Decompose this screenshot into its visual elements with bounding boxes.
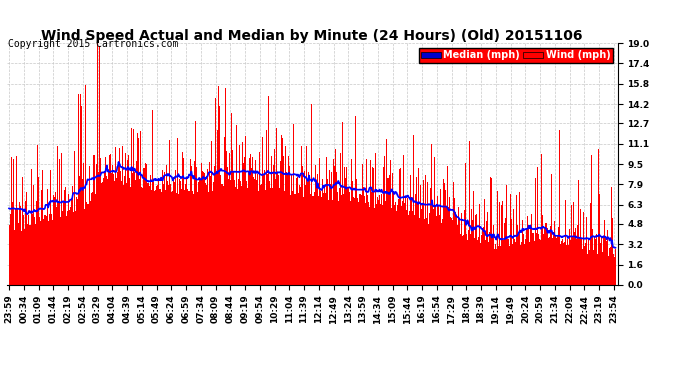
Title: Wind Speed Actual and Median by Minute (24 Hours) (Old) 20151106: Wind Speed Actual and Median by Minute (… — [41, 29, 583, 43]
Legend: Median (mph), Wind (mph): Median (mph), Wind (mph) — [419, 48, 613, 63]
Text: Copyright 2015 Cartronics.com: Copyright 2015 Cartronics.com — [8, 39, 179, 49]
